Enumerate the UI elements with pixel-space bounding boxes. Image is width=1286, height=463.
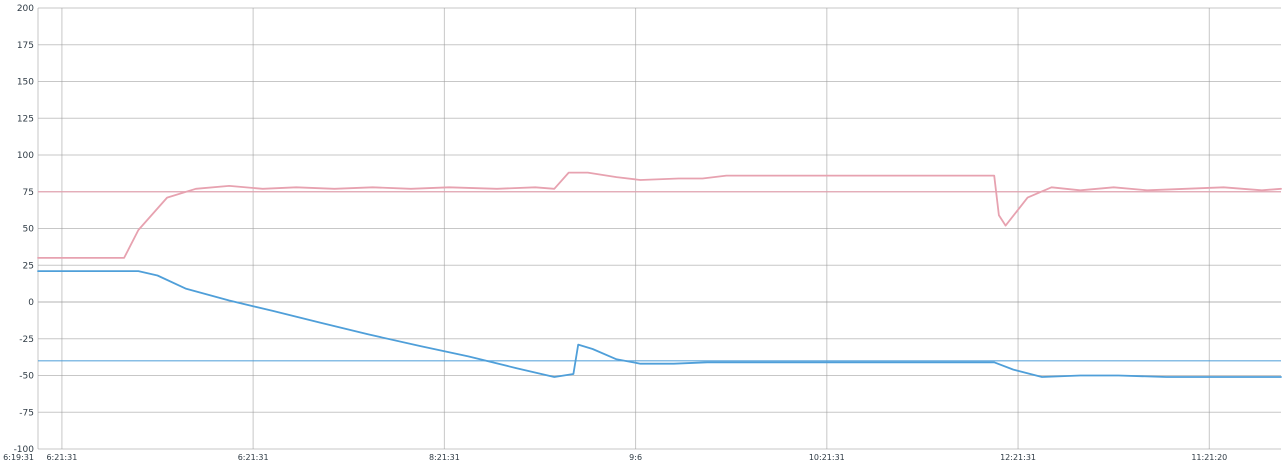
y-tick-label: 150 <box>17 78 34 88</box>
x-axis-ticks: 6:19:31 6:21:31 6:21:31 8:21:31 9:6 10:21:31 1… <box>3 453 1227 462</box>
x-tick-label: 12:21:31 <box>1000 453 1036 462</box>
blue-series-line <box>37 270 1282 378</box>
y-tick-label: 175 <box>17 41 34 51</box>
y-tick-label: 25 <box>23 261 34 271</box>
grid-lines <box>37 7 1281 450</box>
data-series <box>37 171 1282 378</box>
x-tick-label: 6:21:31 <box>46 453 77 462</box>
y-tick-label: -25 <box>19 335 34 345</box>
x-tick-label: 6:21:31 <box>238 453 269 462</box>
y-tick-label: -100 <box>14 445 35 455</box>
y-tick-label: 75 <box>23 188 34 198</box>
y-tick-label: -50 <box>19 372 34 382</box>
x-tick-label: 11:21:20 <box>1191 453 1227 462</box>
y-tick-label: -75 <box>19 408 34 418</box>
x-tick-label: 9:6 <box>629 453 642 462</box>
y-tick-label: 0 <box>28 298 34 308</box>
x-tick-label: 8:21:31 <box>429 453 460 462</box>
reference-lines <box>38 191 1281 362</box>
x-tick-label: 10:21:31 <box>809 453 845 462</box>
y-tick-label: 50 <box>23 225 35 235</box>
y-axis-ticks: 200 175 150 125 100 75 50 25 0 -25 -50 -75 -100 <box>14 4 35 455</box>
y-tick-label: 100 <box>17 151 34 161</box>
pink-series-line <box>37 171 1282 259</box>
y-tick-label: 125 <box>17 114 34 124</box>
x-tick-label: 6:19:31 <box>3 453 34 462</box>
y-tick-label: 200 <box>17 4 34 14</box>
